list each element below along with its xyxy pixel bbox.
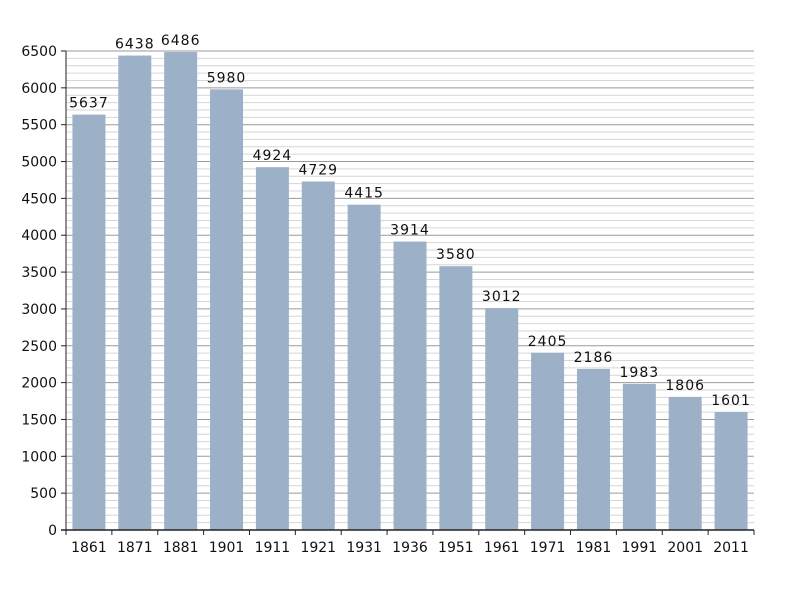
y-tick-label: 2500 (21, 339, 57, 355)
bar-2011 (714, 412, 748, 530)
data-label-1936: 3914 (390, 223, 430, 239)
y-tick-label: 1500 (21, 412, 57, 428)
y-tick-label: 6500 (21, 44, 57, 60)
bar-2001 (668, 396, 702, 530)
y-tick-label: 3500 (21, 265, 57, 281)
data-label-2001: 1806 (665, 378, 705, 394)
data-label-1871: 6438 (115, 37, 155, 53)
data-label-1931: 4415 (344, 186, 384, 202)
data-label-1981: 2186 (574, 350, 614, 366)
data-label-1861: 5637 (69, 96, 109, 112)
x-tick-label-1931: 1931 (346, 540, 382, 556)
bar-1971 (531, 352, 565, 530)
y-tick-label: 1000 (21, 449, 57, 465)
bar-1931 (347, 204, 381, 530)
y-tick-label: 3000 (21, 302, 57, 318)
y-tick-labels: 0 500 1000 1500 2000 2500 3000 3500 4000 4500 5000… (21, 44, 57, 539)
y-tick-label: 5000 (21, 155, 57, 171)
data-label-1951: 3580 (436, 247, 476, 263)
bar-1901 (210, 89, 244, 530)
y-tick-label: 2000 (21, 376, 57, 392)
data-label-2011: 1601 (711, 393, 751, 409)
x-tick-label-2001: 2001 (667, 540, 703, 556)
y-tick-label: 6000 (21, 81, 57, 97)
x-tick-label-1911: 1911 (255, 540, 291, 556)
data-label-1881: 6486 (161, 33, 201, 49)
bar-1911 (255, 167, 289, 530)
data-label-1901: 5980 (207, 70, 247, 86)
bar-1981 (576, 368, 610, 530)
bar-1871 (118, 55, 152, 531)
x-tick-label-1861: 1861 (71, 540, 107, 556)
x-tick-label-1881: 1881 (163, 540, 199, 556)
x-tick-label-1901: 1901 (209, 540, 245, 556)
y-tick-label: 0 (48, 523, 57, 539)
data-label-1971: 2405 (528, 334, 568, 350)
x-tick-label-1981: 1981 (576, 540, 612, 556)
bar-1951 (439, 266, 473, 530)
data-label-1961: 3012 (482, 289, 522, 305)
x-tick-label-1951: 1951 (438, 540, 474, 556)
x-tick-label-1936: 1936 (392, 540, 428, 556)
y-tick-label: 5500 (21, 118, 57, 134)
bar-1921 (301, 181, 335, 530)
y-tick-label: 500 (30, 486, 57, 502)
y-tick-label: 4500 (21, 191, 57, 207)
data-labels: 5637 6438 6486 5980 4924 4729 4415 3914 3580 3012… (69, 33, 751, 409)
bar-1961 (485, 308, 519, 530)
x-tick-label-1961: 1961 (484, 540, 520, 556)
x-tick-label-1991: 1991 (622, 540, 658, 556)
bar-1861 (72, 114, 106, 530)
x-tick-label-1971: 1971 (530, 540, 566, 556)
data-label-1921: 4729 (298, 163, 338, 179)
data-label-1911: 4924 (253, 148, 293, 164)
x-tick-labels: 1861 1871 1881 1901 1911 1921 1931 1936 1951 1961… (71, 540, 749, 556)
x-tick-label-1871: 1871 (117, 540, 153, 556)
data-label-1991: 1983 (620, 365, 660, 381)
y-tick-label: 4000 (21, 228, 57, 244)
bar-1991 (622, 383, 656, 530)
x-tick-label-2011: 2011 (713, 540, 749, 556)
bars (72, 52, 748, 531)
bar-1936 (393, 241, 427, 531)
axes (61, 50, 755, 535)
bar-1881 (164, 52, 198, 531)
x-tick-label-1921: 1921 (300, 540, 336, 556)
